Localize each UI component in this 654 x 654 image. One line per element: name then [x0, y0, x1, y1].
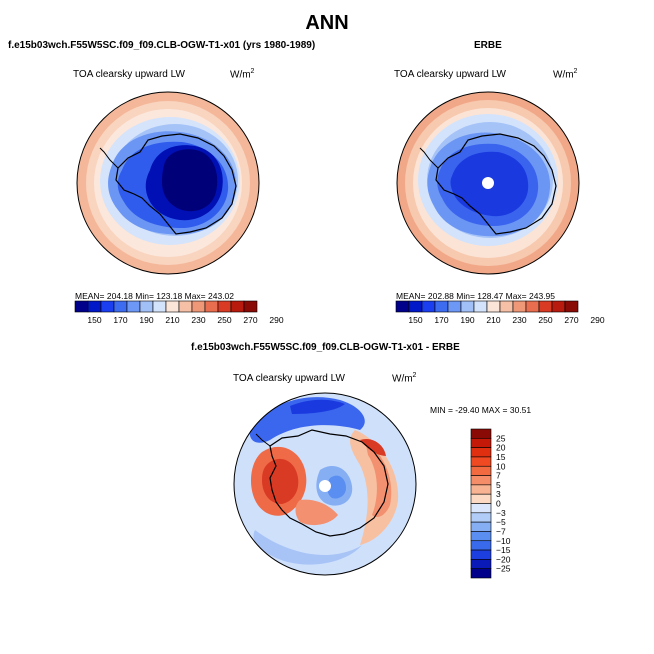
- panel-3-colorbar-tick-label: 25: [496, 433, 506, 443]
- panel-3-colorbar-swatch: [470, 568, 492, 579]
- panel-1-colorbar-swatch: [113, 300, 128, 313]
- panel-2-colorbar-swatch: [499, 300, 514, 313]
- panel-3-colorbar-tick-label: 20: [496, 443, 506, 453]
- panel-1-colorbar-swatch: [243, 300, 258, 313]
- panel-3-colorbar-tick-label: 7: [496, 471, 501, 481]
- panel-3-colorbar-swatch: [470, 540, 492, 551]
- panel-2-colorbar-tick-label: 290: [590, 315, 604, 325]
- panel-2-title: ERBE: [474, 40, 502, 51]
- panel-3-map-border: [233, 392, 417, 576]
- panel-1-colorbar-swatch: [217, 300, 232, 313]
- panel-1-title: f.e15b03wch.F55W5SC.f09_f09.CLB-OGW-T1-x…: [8, 40, 316, 51]
- panel-2-units: W/m2: [553, 68, 578, 81]
- panel-2-colorbar-swatch: [421, 300, 436, 313]
- panel-1-variable: TOA clearsky upward LW: [73, 69, 185, 80]
- panel-3-colorbar-swatch: [470, 475, 492, 486]
- panel-2-colorbar-tick-label: 170: [434, 315, 448, 325]
- panel-3-colorbar-swatch: [470, 559, 492, 569]
- panel-2-colorbar-swatch: [551, 300, 566, 313]
- panel-2-map: [397, 92, 579, 274]
- panel-2-stats: MEAN= 202.88 Min= 128.47 Max= 243.95: [396, 291, 556, 301]
- panel-3-units: W/m2: [392, 372, 417, 385]
- panel-2-colorbar-swatch: [460, 300, 475, 313]
- panel-2-colorbar-swatch: [512, 300, 527, 313]
- panel-3-colorbar-swatch: [470, 549, 492, 560]
- panel-2-colorbar-tick-label: 210: [486, 315, 500, 325]
- panel-1-colorbar-swatch: [191, 300, 206, 313]
- panel-1-units: W/m2: [230, 68, 255, 81]
- panel-1-stats: MEAN= 204.18 Min= 123.18 Max= 243.02: [75, 291, 235, 301]
- panel-3-title: f.e15b03wch.F55W5SC.f09_f09.CLB-OGW-T1-x…: [191, 342, 460, 353]
- panel-2-colorbar-swatch: [525, 300, 540, 313]
- panel-2-map-border: [396, 91, 580, 275]
- figure-title: ANN: [305, 12, 349, 34]
- panel-3-variable: TOA clearsky upward LW: [233, 373, 345, 384]
- panel-3-colorbar-tick-label: 10: [496, 461, 506, 471]
- panel-1-colorbar-tick-label: 290: [269, 315, 283, 325]
- panel-2-colorbar-tick-label: 150: [408, 315, 422, 325]
- panel-1-colorbar-swatch: [74, 300, 89, 313]
- panel-3-colorbar-tick-label: −3: [496, 508, 506, 518]
- panel-2-colorbar-swatch: [564, 300, 579, 313]
- panel-1-map: [77, 92, 259, 274]
- panel-3-colorbar-tick-label: 5: [496, 480, 501, 490]
- panel-1-colorbar-swatch: [100, 300, 115, 313]
- panel-3-colorbar-swatch: [470, 465, 492, 476]
- panel-2-colorbar-swatch: [473, 300, 488, 313]
- panel-1-colorbar-tick-label: 190: [139, 315, 153, 325]
- panel-1-colorbar-tick-label: 270: [243, 315, 257, 325]
- panel-3-colorbar-swatch: [470, 428, 492, 439]
- panel-3-colorbar-tick-label: −20: [496, 554, 511, 564]
- panel-2-variable: TOA clearsky upward LW: [394, 69, 506, 80]
- panel-3-colorbar-swatch: [470, 503, 492, 514]
- panel-3-colorbar-tick-label: 15: [496, 452, 506, 462]
- panel-1-colorbar-tick-label: 250: [217, 315, 231, 325]
- panel-3-colorbar-swatch: [470, 521, 492, 532]
- panel-2-colorbar-swatch: [434, 300, 449, 313]
- panel-1-colorbar-tick-label: 230: [191, 315, 205, 325]
- panel-3-colorbar-swatch: [470, 531, 492, 542]
- panel-3-colorbar-swatch: [470, 447, 492, 458]
- panel-3-stats: MIN = -29.40 MAX = 30.51: [430, 405, 532, 415]
- panel-3-colorbar-tick-label: −7: [496, 526, 506, 536]
- panel-2-colorbar-swatch: [538, 300, 553, 313]
- panel-3-colorbar-tick-label: −15: [496, 545, 511, 555]
- panel-1-colorbar-swatch: [126, 300, 141, 313]
- panel-3-colorbar-tick-label: −25: [496, 564, 511, 574]
- panel-2-colorbar: 150 170 190 210 230 250 270 290: [395, 300, 605, 325]
- panel-2-colorbar-tick-label: 230: [512, 315, 526, 325]
- panel-1-colorbar-tick-label: 170: [113, 315, 127, 325]
- panel-2-colorbar-tick-label: 190: [460, 315, 474, 325]
- panel-1-colorbar-swatch: [204, 300, 219, 313]
- panel-2-colorbar-swatch: [486, 300, 501, 313]
- panel-3-colorbar-swatch: [470, 456, 492, 467]
- panel-3-map: [234, 393, 416, 575]
- panel-1-colorbar-swatch: [152, 300, 167, 313]
- panel-3-colorbar-tick-label: 0: [496, 499, 501, 509]
- panel-2-colorbar-swatch: [447, 300, 462, 313]
- panel-1-map-border: [76, 91, 260, 275]
- panel-1-colorbar-swatch: [87, 300, 102, 313]
- panel-3-colorbar-tick-label: 3: [496, 489, 501, 499]
- panel-2-colorbar-swatch: [395, 300, 410, 313]
- panel-1-colorbar-swatch: [230, 300, 245, 313]
- panel-3-colorbar-swatch: [470, 484, 492, 495]
- panel-3-colorbar-tick-label: −10: [496, 536, 511, 546]
- panel-1-colorbar-tick-label: 150: [87, 315, 101, 325]
- panel-1-colorbar: 150 170 190 210 230 250 270 290: [74, 300, 284, 325]
- panel-1-colorbar-swatch: [178, 300, 193, 313]
- panel-2-colorbar-tick-label: 270: [564, 315, 578, 325]
- panel-3-colorbar-tick-label: −5: [496, 517, 506, 527]
- panel-3-colorbar-swatch: [470, 512, 492, 523]
- panel-2-colorbar-tick-label: 250: [538, 315, 552, 325]
- panel-1-colorbar-tick-label: 210: [165, 315, 179, 325]
- panel-1-colorbar-swatch: [139, 300, 154, 313]
- panel-3-colorbar-swatch: [470, 493, 492, 504]
- panel-1-colorbar-swatch: [165, 300, 180, 313]
- panel-2-colorbar-swatch: [408, 300, 423, 313]
- panel-3-colorbar-swatch: [470, 438, 492, 448]
